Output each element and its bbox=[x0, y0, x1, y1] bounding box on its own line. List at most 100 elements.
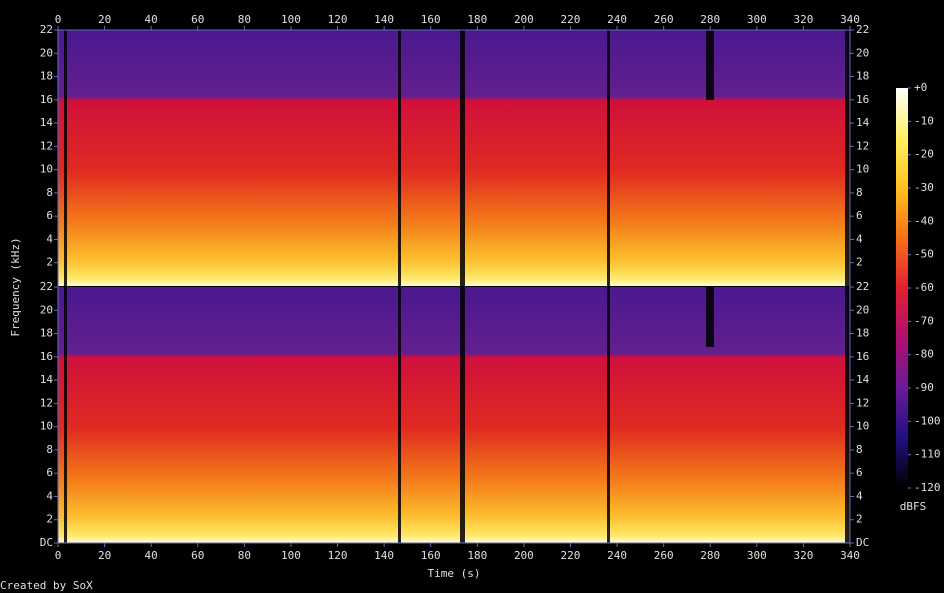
y-tick-label: 20 bbox=[856, 303, 869, 316]
colorbar-tick-label: -70 bbox=[914, 314, 934, 327]
x-tick-label: 300 bbox=[747, 13, 767, 26]
x-tick-label: 160 bbox=[421, 13, 441, 26]
x-tick-label: 320 bbox=[793, 13, 813, 26]
y-tick-label: 8 bbox=[46, 186, 53, 199]
x-tick-label: 200 bbox=[514, 13, 534, 26]
x-tick-label: 120 bbox=[328, 549, 348, 562]
y-tick-label: 6 bbox=[856, 209, 863, 222]
x-tick-label: 180 bbox=[467, 13, 487, 26]
y-tick-label: 4 bbox=[856, 489, 863, 502]
y-tick-label: 10 bbox=[40, 420, 53, 433]
y-tick-label: 4 bbox=[856, 232, 863, 245]
y-tick-label: 4 bbox=[46, 489, 53, 502]
x-tick-label: 240 bbox=[607, 549, 627, 562]
silence-strips bbox=[64, 30, 850, 543]
x-tick-label: 140 bbox=[374, 13, 394, 26]
x-tick-label: 160 bbox=[421, 549, 441, 562]
x-tick-label: 340 bbox=[840, 549, 860, 562]
y-tick-label: DC bbox=[40, 536, 53, 549]
y-tick-label: 8 bbox=[856, 443, 863, 456]
spectrogram-body bbox=[57, 29, 851, 544]
y-tick-label: 16 bbox=[40, 350, 53, 363]
colorbar-tick-label: -20 bbox=[914, 148, 934, 161]
x-tick-label: 320 bbox=[793, 549, 813, 562]
colorbar-tick-label: -120 bbox=[914, 481, 941, 494]
x-tick-label: 100 bbox=[281, 13, 301, 26]
y-tick-label: 22 bbox=[40, 280, 53, 293]
x-tick-label: 20 bbox=[98, 13, 111, 26]
x-tick-label: 240 bbox=[607, 13, 627, 26]
y-tick-label: 14 bbox=[40, 116, 54, 129]
colorbar-label: dBFS bbox=[900, 500, 927, 513]
y-tick-label: 22 bbox=[40, 23, 53, 36]
y-tick-label: 2 bbox=[856, 513, 863, 526]
x-tick-label: 260 bbox=[654, 549, 674, 562]
y-tick-label: 2 bbox=[46, 256, 53, 269]
x-tick-label: 40 bbox=[145, 549, 158, 562]
colorbar-tick-label: -110 bbox=[914, 448, 941, 461]
y-tick-label: 6 bbox=[856, 466, 863, 479]
x-tick-label: 40 bbox=[145, 13, 158, 26]
x-tick-label: 300 bbox=[747, 549, 767, 562]
y-tick-label: 20 bbox=[40, 46, 53, 59]
x-tick-label: 140 bbox=[374, 549, 394, 562]
y-tick-label: 10 bbox=[40, 163, 53, 176]
y-tick-label: 16 bbox=[40, 93, 53, 106]
x-tick-label: 260 bbox=[654, 13, 674, 26]
colorbar-tick-label: -100 bbox=[914, 414, 941, 427]
y-tick-label: 14 bbox=[856, 373, 870, 386]
colorbar-tick-label: -80 bbox=[914, 348, 934, 361]
colorbar-tick-label: -10 bbox=[914, 114, 934, 127]
colorbar-tick-label: -30 bbox=[914, 181, 934, 194]
x-tick-label: 120 bbox=[328, 13, 348, 26]
y-axis-label: Frequency (kHz) bbox=[9, 237, 22, 336]
y-tick-label: 6 bbox=[46, 466, 53, 479]
x-tick-label: 0 bbox=[55, 13, 62, 26]
y-tick-label: 8 bbox=[46, 443, 53, 456]
colorbar-tick-label: +0 bbox=[914, 81, 927, 94]
y-tick-label: 20 bbox=[40, 303, 53, 316]
y-tick-label: 2 bbox=[46, 513, 53, 526]
x-tick-label: 20 bbox=[98, 549, 111, 562]
x-tick-label: 280 bbox=[700, 549, 720, 562]
y-tick-label: 2 bbox=[856, 256, 863, 269]
channel-1-image bbox=[58, 30, 850, 286]
colorbar-tick-label: -90 bbox=[914, 381, 934, 394]
x-tick-label: 60 bbox=[191, 549, 204, 562]
x-tick-label: 80 bbox=[238, 13, 251, 26]
channel-2-image bbox=[58, 287, 850, 543]
x-tick-label: 220 bbox=[561, 549, 581, 562]
x-tick-label: 80 bbox=[238, 549, 251, 562]
y-tick-label: 14 bbox=[856, 116, 870, 129]
y-tick-label: DC bbox=[856, 536, 869, 549]
y-tick-label: 18 bbox=[40, 70, 53, 83]
colorbar-tick-label: -50 bbox=[914, 248, 934, 261]
credit: Created by SoX bbox=[0, 579, 93, 592]
y-tick-label: 8 bbox=[856, 186, 863, 199]
x-tick-label: 0 bbox=[55, 549, 62, 562]
y-tick-label: 14 bbox=[40, 373, 54, 386]
y-tick-label: 10 bbox=[856, 420, 869, 433]
y-tick-label: 12 bbox=[856, 139, 869, 152]
y-tick-label: 22 bbox=[856, 23, 869, 36]
y-tick-label: 6 bbox=[46, 209, 53, 222]
x-tick-label: 340 bbox=[840, 13, 860, 26]
x-tick-label: 280 bbox=[700, 13, 720, 26]
colorbar-tick-label: -40 bbox=[914, 214, 934, 227]
y-tick-label: 18 bbox=[856, 327, 869, 340]
colorbar-tick-label: -60 bbox=[914, 281, 934, 294]
y-tick-label: 10 bbox=[856, 163, 869, 176]
y-tick-label: 16 bbox=[856, 350, 869, 363]
y-tick-label: 18 bbox=[40, 327, 53, 340]
y-tick-label: 12 bbox=[40, 139, 53, 152]
y-tick-label: 12 bbox=[856, 396, 869, 409]
y-tick-label: 20 bbox=[856, 46, 869, 59]
x-tick-label: 200 bbox=[514, 549, 534, 562]
y-tick-label: 4 bbox=[46, 232, 53, 245]
x-axis-label: Time (s) bbox=[428, 567, 481, 580]
x-tick-label: 180 bbox=[467, 549, 487, 562]
x-tick-label: 220 bbox=[561, 13, 581, 26]
x-tick-label: 100 bbox=[281, 549, 301, 562]
colorbar bbox=[896, 88, 908, 488]
